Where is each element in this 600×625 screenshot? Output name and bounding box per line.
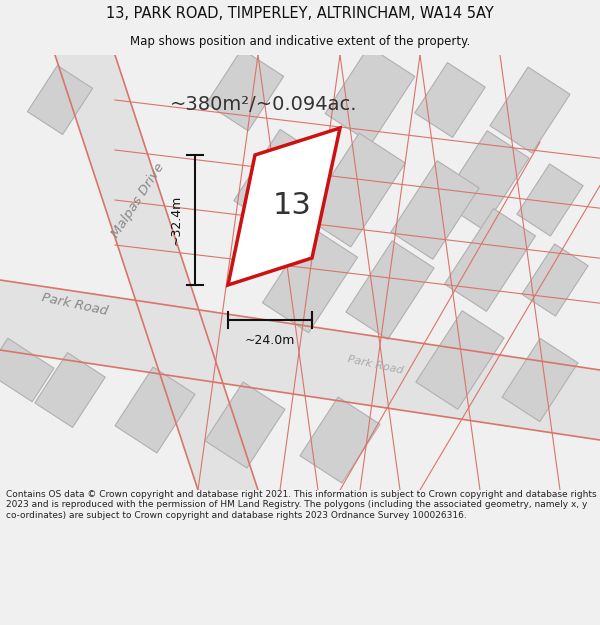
Polygon shape: [346, 241, 434, 339]
Polygon shape: [300, 397, 380, 483]
Polygon shape: [262, 228, 358, 332]
Polygon shape: [206, 49, 284, 131]
Text: Map shows position and indicative extent of the property.: Map shows position and indicative extent…: [130, 35, 470, 48]
Text: ~32.4m: ~32.4m: [170, 195, 183, 245]
Polygon shape: [502, 338, 578, 422]
Text: 13: 13: [272, 191, 311, 219]
Text: Park Road: Park Road: [346, 354, 404, 376]
Text: ~380m²/~0.094ac.: ~380m²/~0.094ac.: [170, 96, 358, 114]
Polygon shape: [391, 161, 479, 259]
Text: ~24.0m: ~24.0m: [245, 334, 295, 347]
Polygon shape: [415, 62, 485, 138]
Text: Malpas Drive: Malpas Drive: [109, 161, 167, 239]
Polygon shape: [234, 129, 326, 231]
Polygon shape: [517, 164, 583, 236]
Text: Park Road: Park Road: [41, 292, 109, 318]
Polygon shape: [522, 244, 588, 316]
Polygon shape: [0, 280, 600, 440]
Polygon shape: [55, 55, 258, 490]
Polygon shape: [305, 133, 405, 247]
Polygon shape: [325, 46, 415, 144]
Text: 13, PARK ROAD, TIMPERLEY, ALTRINCHAM, WA14 5AY: 13, PARK ROAD, TIMPERLEY, ALTRINCHAM, WA…: [106, 6, 494, 21]
Polygon shape: [115, 367, 195, 453]
Polygon shape: [416, 311, 504, 409]
Polygon shape: [0, 338, 54, 402]
Polygon shape: [28, 66, 92, 134]
Polygon shape: [490, 67, 570, 153]
Text: Contains OS data © Crown copyright and database right 2021. This information is : Contains OS data © Crown copyright and d…: [6, 490, 596, 520]
Polygon shape: [441, 131, 529, 229]
Polygon shape: [35, 352, 105, 428]
Polygon shape: [228, 128, 340, 285]
Polygon shape: [445, 209, 535, 311]
Polygon shape: [205, 382, 285, 468]
